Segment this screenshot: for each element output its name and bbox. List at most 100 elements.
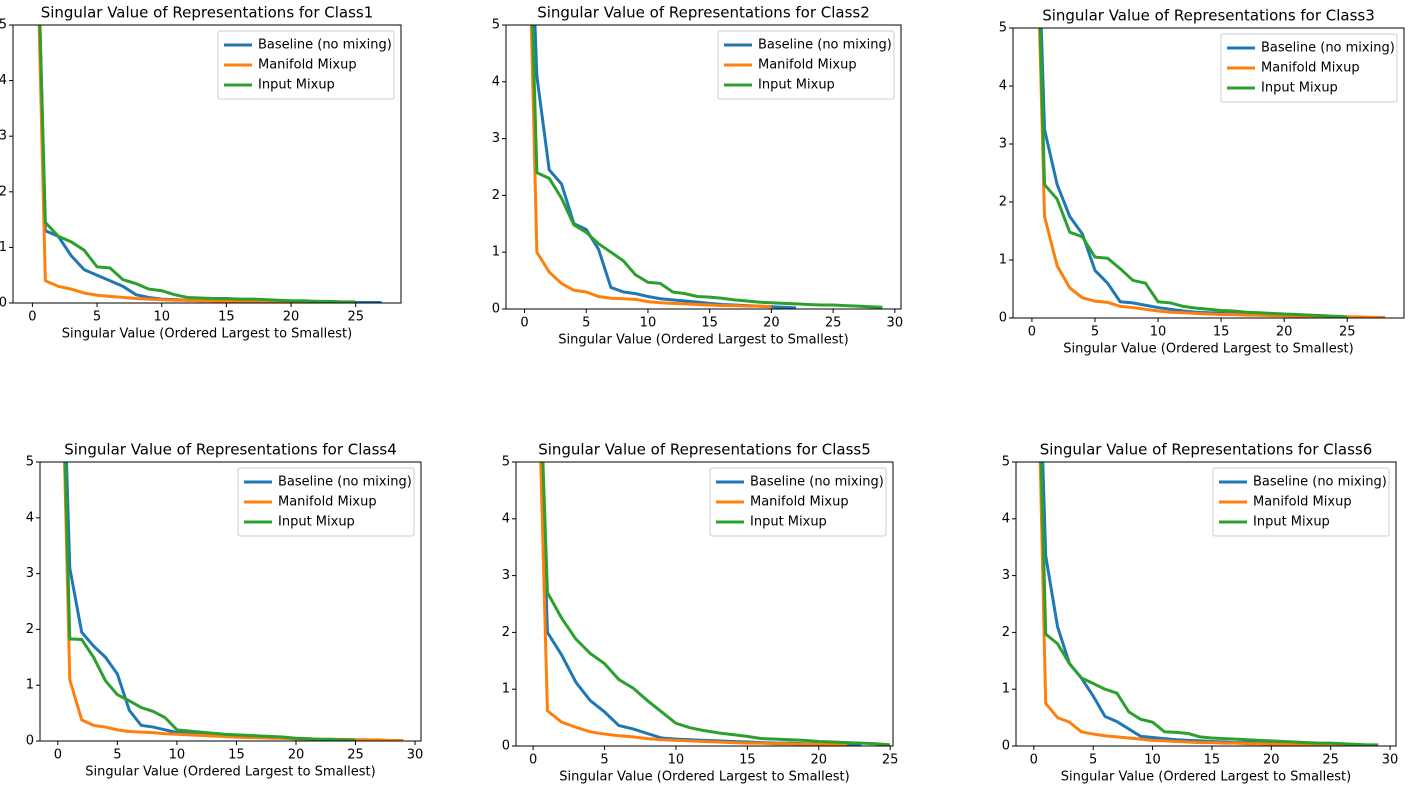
x-tick-label: 0: [28, 310, 36, 325]
y-tick-label: 2: [492, 188, 500, 203]
y-tick-label: 0: [502, 739, 510, 754]
axes-frame: [505, 24, 902, 310]
x-tick-label: 5: [1089, 753, 1097, 768]
series-line: [38, 25, 356, 303]
y-tick-label: 4: [492, 74, 500, 89]
x-tick-label: 10: [668, 753, 685, 768]
axes-frame: [39, 461, 422, 742]
x-tick-label: 25: [347, 748, 364, 763]
plot-lines: [37, 25, 382, 303]
axes-frame: [1012, 27, 1405, 319]
legend-box: [1212, 467, 1390, 537]
x-tick-label: 10: [640, 316, 657, 331]
legend: Baseline (no mixing) Manifold Mixup Input …: [709, 467, 887, 537]
y-tick-label: 3: [0, 129, 7, 144]
chart-title: Singular Value of Representations for Cl…: [538, 441, 871, 459]
legend-label: Baseline (no mixing): [258, 38, 392, 53]
y-tick-label: 1: [26, 678, 34, 693]
legend-label: Manifold Mixup: [758, 58, 857, 73]
y-tick-label: 1: [0, 240, 7, 255]
legend-label: Baseline (no mixing): [278, 475, 412, 490]
subplot: Singular Value of Representations for Cl…: [502, 441, 899, 785]
x-tick-label: 30: [887, 316, 904, 331]
legend-box: [717, 30, 895, 100]
legend-box: [709, 467, 887, 537]
legend-label: Input Mixup: [278, 515, 355, 530]
plot-lines: [529, 25, 883, 309]
x-tick-label: 30: [407, 748, 424, 763]
x-tick-label: 20: [763, 316, 780, 331]
y-tick-label: 4: [26, 510, 34, 525]
legend-label: Baseline (no mixing): [1253, 475, 1387, 490]
legend: Baseline (no mixing) Manifold Mixup Input …: [217, 30, 395, 100]
y-tick-label: 4: [999, 79, 1007, 94]
x-tick-label: 5: [93, 310, 101, 325]
x-tick-label: 5: [582, 316, 590, 331]
y-tick-label: 5: [26, 455, 34, 470]
y-tick-label: 3: [999, 137, 1007, 152]
series-line: [1038, 462, 1379, 746]
series-line: [529, 25, 772, 309]
y-tick-label: 5: [999, 21, 1007, 36]
legend-label: Input Mixup: [750, 515, 827, 530]
x-tick-label: 0: [529, 753, 537, 768]
x-axis-label: Singular Value (Ordered Largest to Small…: [1061, 770, 1351, 785]
x-tick-label: 0: [520, 316, 528, 331]
x-tick-label: 10: [169, 748, 186, 763]
y-tick-label: 4: [1002, 511, 1010, 526]
chart-title: Singular Value of Representations for Cl…: [537, 4, 870, 22]
x-tick-label: 25: [882, 753, 899, 768]
plot-lines: [63, 462, 404, 741]
y-tick-label: 4: [502, 511, 510, 526]
x-tick-label: 10: [1144, 753, 1161, 768]
x-tick-label: 25: [825, 316, 842, 331]
legend-box: [217, 30, 395, 100]
y-tick-label: 0: [999, 311, 1007, 326]
subplot: Singular Value of Representations for Cl…: [26, 441, 424, 780]
y-tick-label: 2: [502, 625, 510, 640]
legend-label: Input Mixup: [258, 78, 335, 93]
legend-label: Baseline (no mixing): [758, 38, 892, 53]
x-tick-label: 5: [600, 753, 608, 768]
y-tick-label: 1: [492, 245, 500, 260]
x-tick-label: 10: [1150, 325, 1167, 340]
legend-box: [237, 467, 415, 537]
y-tick-label: 2: [999, 195, 1007, 210]
y-tick-label: 5: [502, 455, 510, 470]
x-tick-label: 0: [54, 748, 62, 763]
series-line: [1038, 28, 1348, 318]
axes-frame: [12, 24, 402, 304]
chart-title: Singular Value of Representations for Cl…: [1042, 7, 1375, 25]
x-axis-label: Singular Value (Ordered Largest to Small…: [62, 327, 352, 342]
x-tick-label: 15: [228, 748, 245, 763]
x-tick-label: 5: [113, 748, 121, 763]
x-tick-label: 20: [288, 748, 305, 763]
y-tick-label: 4: [0, 73, 7, 88]
chart-title: Singular Value of Representations for Cl…: [1040, 441, 1373, 459]
legend-label: Input Mixup: [758, 78, 835, 93]
y-tick-label: 3: [492, 131, 500, 146]
axes-frame: [1015, 461, 1397, 747]
axes-frame: [515, 461, 894, 747]
y-tick-label: 1: [502, 682, 510, 697]
series-line: [539, 462, 848, 746]
subplot: Singular Value of Representations for Cl…: [492, 4, 904, 348]
y-tick-label: 1: [1002, 682, 1010, 697]
x-tick-label: 25: [1322, 753, 1339, 768]
legend: Baseline (no mixing) Manifold Mixup Input …: [1220, 33, 1398, 103]
subplot: Singular Value of Representations for Cl…: [1002, 441, 1399, 785]
legend-label: Manifold Mixup: [278, 495, 377, 510]
y-tick-label: 1: [999, 253, 1007, 268]
y-tick-label: 5: [0, 18, 7, 33]
y-tick-label: 2: [1002, 625, 1010, 640]
x-tick-label: 20: [283, 310, 300, 325]
y-tick-label: 5: [492, 18, 500, 33]
x-tick-label: 0: [1028, 325, 1036, 340]
legend-box: [1220, 33, 1398, 103]
plot-lines: [539, 462, 891, 746]
y-tick-label: 0: [1002, 739, 1010, 754]
legend-label: Manifold Mixup: [1253, 495, 1352, 510]
x-tick-label: 30: [1382, 753, 1399, 768]
x-tick-label: 0: [1030, 753, 1038, 768]
y-tick-label: 2: [0, 184, 7, 199]
